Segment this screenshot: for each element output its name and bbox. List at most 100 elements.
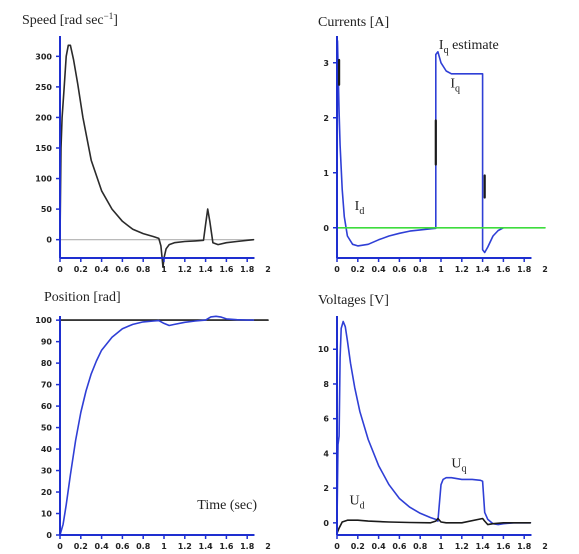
position-x-tick-label: 1.2 [178,542,192,551]
currents-x-tick-label: 1 [438,265,444,274]
position-annotation: Time (sec) [197,498,257,513]
voltages-series-1 [336,517,532,535]
speed-y-tick-label: 250 [35,83,52,92]
position-chart-title: Position [rad] [44,290,121,305]
voltages-y-tick-label: 10 [318,345,330,354]
voltages-x-tick-label: 0.4 [372,542,387,551]
voltages-y-ticks: 0 2 4 6 8 10 [318,345,337,528]
position-x-tick-label: 0.2 [74,542,88,551]
position-x-tick-label: 0.4 [95,542,110,551]
currents-annotation: Iq [450,77,460,95]
currents-annotation: Id [355,199,365,217]
position-series-1 [59,315,255,536]
position-annotations: Time (sec) [197,498,257,513]
currents-x-tick-label: 0.2 [351,265,365,274]
voltages-x-tick-label: 1.4 [476,542,491,551]
position-y-tick-label: 20 [41,488,53,497]
currents-series-1 [338,58,486,199]
voltages-x-tick-label: 1.6 [496,542,511,551]
speed-x-tick-label: 0.4 [95,265,110,274]
position-y-tick-label: 100 [35,316,52,325]
voltages-x-tick-label: 0 [334,542,340,551]
position-y-tick-label: 90 [41,338,53,347]
currents-annotations: Iq estimate Iq Id [355,38,499,217]
position-y-tick-label: 60 [41,402,53,411]
voltages-panel: Voltages [V] 0 2 4 6 8 10 0 0.2 0.4 0.6 0.8 1 1.2 1.… [318,293,548,551]
voltages-y-tick-label: 6 [323,415,329,424]
position-y-tick-label: 40 [41,445,53,454]
voltages-annotation: Uq [451,456,466,474]
voltages-chart-title: Voltages [V] [318,293,389,308]
position-x-tick-label: 1.6 [219,542,234,551]
voltages-annotation: Ud [349,494,364,512]
speed-chart-title: Speed [rad sec−1] [22,11,118,28]
voltages-y-tick-label: 8 [323,380,329,389]
currents-series-0 [336,40,505,254]
speed-x-ticks: 0 0.2 0.4 0.6 0.8 1 1.2 1.4 1.6 1.8 2 [57,258,271,274]
voltages-axes [336,316,532,536]
position-y-tick-label: 80 [41,359,53,368]
speed-x-tick-label: 2 [265,265,271,274]
speed-x-tick-label: 0.6 [115,265,130,274]
voltages-y-tick-label: 2 [323,484,329,493]
speed-series-0 [59,44,255,268]
voltages-series-0 [336,320,532,526]
position-y-ticks: 0 10 20 30 40 50 60 70 80 90 100 [35,316,60,540]
position-x-tick-label: 2 [265,542,271,551]
speed-x-tick-label: 0.2 [74,265,88,274]
speed-x-tick-label: 1.2 [178,265,192,274]
currents-series [336,40,546,254]
currents-x-tick-label: 1.6 [496,265,511,274]
speed-y-tick-label: 50 [41,205,53,214]
position-x-tick-label: 1 [161,542,167,551]
currents-x-tick-label: 0.6 [392,265,407,274]
voltages-x-tick-label: 1 [438,542,444,551]
voltages-x-tick-label: 0.2 [351,542,365,551]
currents-annotation: Iq estimate [439,38,499,56]
currents-x-tick-label: 1.8 [517,265,532,274]
voltages-y-tick-label: 0 [323,519,329,528]
position-y-tick-label: 10 [41,510,53,519]
position-x-tick-label: 0 [57,542,63,551]
position-y-tick-label: 30 [41,467,53,476]
speed-y-tick-label: 200 [35,113,52,122]
voltages-x-tick-label: 0.8 [413,542,428,551]
speed-panel: Speed [rad sec−1] 0 50 100 150 200 250 300 0 0.… [22,11,271,274]
position-x-tick-label: 0.6 [115,542,130,551]
speed-x-tick-label: 1.6 [219,265,234,274]
currents-y-tick-label: 2 [323,114,329,123]
voltages-series [336,320,532,535]
speed-x-tick-label: 1 [161,265,167,274]
speed-y-tick-label: 0 [46,236,52,245]
voltages-x-tick-label: 1.8 [517,542,532,551]
currents-x-tick-label: 1.2 [455,265,469,274]
position-series [59,315,269,536]
currents-axes [336,36,532,259]
currents-x-tick-label: 1.4 [476,265,491,274]
position-axes [59,316,255,536]
voltages-x-tick-label: 0.6 [392,542,407,551]
speed-x-tick-label: 0.8 [136,265,151,274]
currents-x-tick-label: 0.8 [413,265,428,274]
currents-y-tick-label: 0 [323,224,329,233]
currents-x-tick-label: 0 [334,265,340,274]
voltages-x-tick-label: 2 [542,542,548,551]
speed-y-tick-label: 300 [35,52,52,61]
position-y-tick-label: 0 [46,531,52,540]
currents-x-tick-label: 2 [542,265,548,274]
speed-y-tick-label: 150 [35,144,52,153]
position-x-tick-label: 1.8 [240,542,255,551]
voltages-y-tick-label: 4 [323,449,329,458]
currents-x-ticks: 0 0.2 0.4 0.6 0.8 1 1.2 1.4 1.6 1.8 2 [334,258,548,274]
position-y-tick-label: 50 [41,424,53,433]
currents-panel: Currents [A] 0 1 2 3 0 0.2 0.4 0.6 0.8 1 1.2 1.4 1.… [318,15,548,274]
speed-axes [59,36,255,259]
currents-chart-title: Currents [A] [318,15,389,30]
voltages-annotations: Uq Ud [349,456,466,511]
voltages-x-tick-label: 1.2 [455,542,469,551]
voltages-x-ticks: 0 0.2 0.4 0.6 0.8 1 1.2 1.4 1.6 1.8 2 [334,535,548,551]
speed-x-tick-label: 1.8 [240,265,255,274]
position-x-ticks: 0 0.2 0.4 0.6 0.8 1 1.2 1.4 1.6 1.8 2 [57,535,271,551]
